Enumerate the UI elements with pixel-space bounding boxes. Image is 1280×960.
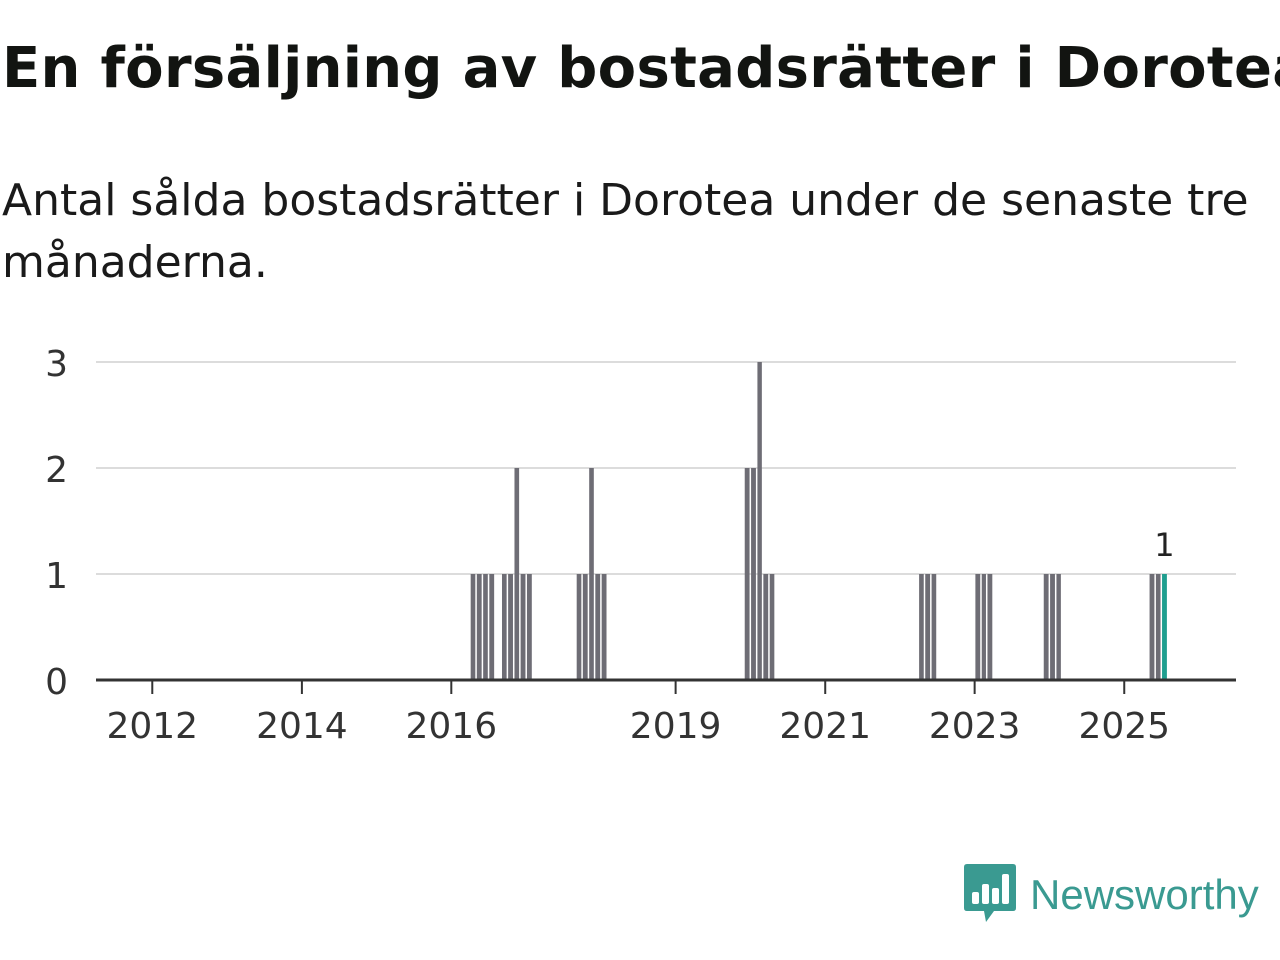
bar	[744, 468, 750, 680]
bar	[769, 574, 775, 680]
bar	[520, 574, 526, 680]
bar	[987, 574, 993, 680]
bar	[763, 574, 769, 680]
bar	[1056, 574, 1061, 680]
x-tick-label: 2016	[405, 706, 497, 747]
bar	[919, 574, 924, 680]
x-tick-label: 2023	[929, 706, 1021, 747]
bar	[489, 574, 495, 680]
y-tick-label: 0	[45, 662, 68, 703]
bar	[931, 574, 937, 680]
bar	[526, 574, 532, 680]
bar	[975, 574, 981, 680]
bar	[476, 574, 482, 680]
bar	[589, 468, 594, 680]
bar	[595, 574, 601, 680]
bar	[1149, 574, 1155, 680]
chart-subtitle: Antal sålda bostadsrätter i Dorotea unde…	[2, 175, 1249, 288]
bar	[470, 574, 476, 680]
bar	[501, 574, 507, 680]
bar	[981, 574, 986, 680]
bar	[508, 574, 513, 680]
bar	[582, 574, 588, 680]
x-tick-label: 2014	[256, 706, 348, 747]
bar	[757, 362, 762, 680]
x-tick-label: 2012	[106, 706, 198, 747]
bar	[925, 574, 931, 680]
bar	[514, 468, 520, 680]
bar	[1050, 574, 1055, 680]
y-tick-label: 1	[45, 556, 68, 597]
bar	[1155, 574, 1161, 680]
bar	[576, 574, 582, 680]
y-tick-label: 3	[45, 344, 68, 385]
newsworthy-logo-icon	[964, 864, 1016, 922]
bar	[483, 574, 488, 680]
brand-name: Newsworthy	[1030, 871, 1259, 918]
bar	[601, 574, 607, 680]
brand-logo: Newsworthy	[964, 864, 1259, 926]
chart-title: En försäljning av bostadsrätter i Dorote…	[2, 36, 1280, 101]
data-label: 1	[1154, 526, 1174, 564]
highlight-bar	[1162, 574, 1167, 680]
x-tick-label: 2019	[630, 706, 722, 747]
x-tick-label: 2021	[779, 706, 871, 747]
y-tick-label: 2	[45, 450, 68, 491]
bar	[751, 468, 756, 680]
x-tick-label: 2025	[1078, 706, 1170, 747]
bar	[1043, 574, 1049, 680]
